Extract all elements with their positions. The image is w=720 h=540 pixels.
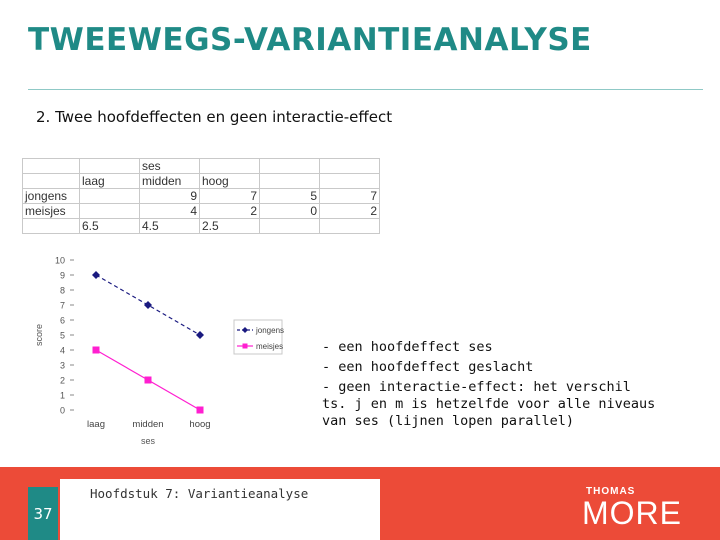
table-cell <box>79 158 140 174</box>
y-tick-label: 4 <box>60 346 65 356</box>
table-cell: 5 <box>259 188 320 204</box>
data-point <box>92 346 100 354</box>
slide-title: TWEEWEGS-VARIANTIEANALYSE <box>28 22 592 58</box>
y-tick-label: 9 <box>60 271 65 281</box>
x-tick-label: laag <box>87 419 105 430</box>
title-divider <box>28 89 703 90</box>
data-point <box>92 271 100 279</box>
logo-bottom-text: MORE <box>582 495 682 529</box>
y-axis-label: score <box>34 324 44 346</box>
table-cell <box>259 218 320 234</box>
y-tick-label: 0 <box>60 406 65 416</box>
table-cell: jongens <box>22 188 80 204</box>
table-row: jongens 9 7 5 7 <box>22 188 380 204</box>
table-cell: 2 <box>199 203 260 219</box>
table-row: ses <box>22 158 380 174</box>
slide-subtitle: 2. Twee hoofdeffecten en geen interactie… <box>36 108 393 126</box>
legend-label: jongens <box>255 326 284 335</box>
page-number: 37 <box>28 487 58 540</box>
x-tick-label: midden <box>132 419 163 430</box>
footer-chapter-text: Hoofdstuk 7: Variantieanalyse <box>90 486 309 501</box>
data-point <box>196 331 204 339</box>
y-tick-label: 1 <box>60 391 65 401</box>
table-cell: 7 <box>199 188 260 204</box>
y-tick-label: 7 <box>60 301 65 311</box>
legend-label: meisjes <box>256 342 283 351</box>
y-tick-label: 8 <box>60 286 65 296</box>
table-cell: hoog <box>199 173 260 189</box>
data-point <box>196 406 204 414</box>
table-row: meisjes 4 2 0 2 <box>22 203 380 219</box>
note-item: - geen interactie-effect: het verschil t… <box>322 379 656 429</box>
table-cell <box>199 158 260 174</box>
table-cell <box>79 203 140 219</box>
notes-list: - een hoofdeffect ses - een hoofdeffect … <box>322 339 662 433</box>
legend-marker <box>242 327 248 333</box>
legend-box <box>233 319 283 355</box>
table-cell: 2 <box>319 203 380 219</box>
table-cell: meisjes <box>22 203 80 219</box>
table-cell: 7 <box>319 188 380 204</box>
table-cell: 4.5 <box>139 218 200 234</box>
series-line <box>95 274 201 336</box>
table-cell: 2.5 <box>199 218 260 234</box>
x-tick-label: hoog <box>189 419 210 430</box>
table-cell <box>319 173 380 189</box>
thomas-more-logo: THOMAS MORE <box>582 486 682 529</box>
table-cell: midden <box>139 173 200 189</box>
line-chart: 0 1 2 3 4 5 6 7 8 9 10 score ses laag midden hoog jongen… <box>34 256 284 447</box>
y-tick-label: 5 <box>60 331 65 341</box>
footer-box: Hoofdstuk 7: Variantieanalyse <box>60 479 380 540</box>
table-cell: ses <box>139 158 200 174</box>
table-row: laag midden hoog <box>22 173 380 189</box>
table-cell: 9 <box>139 188 200 204</box>
table-cell <box>259 158 320 174</box>
table-cell: laag <box>79 173 140 189</box>
table-cell <box>259 173 320 189</box>
logo-top-text: THOMAS <box>586 486 635 497</box>
note-item: - een hoofdeffect geslacht <box>322 359 534 375</box>
table-cell: 0 <box>259 203 320 219</box>
table-row: 6.5 4.5 2.5 <box>22 218 380 234</box>
footer-bar: 37 Hoofdstuk 7: Variantieanalyse THOMAS … <box>0 467 720 540</box>
y-tick-label: 6 <box>60 316 65 326</box>
y-tick-label: 2 <box>60 376 65 386</box>
table-cell <box>319 218 380 234</box>
y-tick-label: 10 <box>55 256 65 266</box>
y-tick-label: 3 <box>60 361 65 371</box>
table-cell <box>319 158 380 174</box>
table-cell <box>22 173 80 189</box>
legend-marker <box>242 343 248 349</box>
table-cell: 4 <box>139 203 200 219</box>
note-item: - een hoofdeffect ses <box>322 339 493 355</box>
data-table: ses laag midden hoog jongens 9 7 5 7 meisjes 4 2 0 2 6… <box>22 158 380 234</box>
table-cell <box>22 158 80 174</box>
data-point <box>144 376 152 384</box>
data-point <box>144 301 152 309</box>
table-cell: 6.5 <box>79 218 140 234</box>
table-cell <box>79 188 140 204</box>
x-axis-label: ses <box>141 436 156 446</box>
table-cell <box>22 218 80 234</box>
